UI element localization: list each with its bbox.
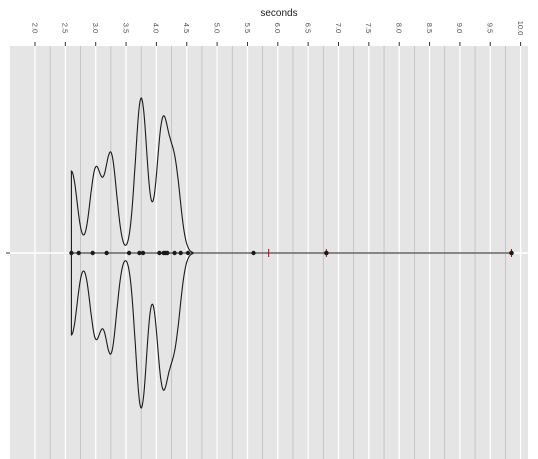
x-axis-ticks: 2.0 2.5 3.0 3.5 4.0 4.5 5.0 5.5 6.0 6.5 7.0 7.5 8.0 8… <box>30 21 525 46</box>
data-point <box>140 250 146 256</box>
outlier-point <box>324 250 329 256</box>
x-tick-label: 3.0 <box>91 23 100 33</box>
x-tick-label: 5.5 <box>243 23 252 33</box>
x-tick-label: 3.5 <box>121 23 130 33</box>
data-point <box>165 250 170 256</box>
x-tick-label: 7.0 <box>334 23 343 33</box>
data-point <box>157 250 162 256</box>
outlier-point <box>509 250 514 256</box>
data-points <box>69 250 256 256</box>
x-tick-label: 2.0 <box>30 23 39 33</box>
x-tick-label: 4.0 <box>152 23 161 33</box>
data-point <box>172 250 177 256</box>
data-point <box>90 250 95 256</box>
data-point <box>185 250 191 256</box>
data-point <box>104 250 109 256</box>
x-tick-label: 9.0 <box>455 23 464 33</box>
data-point <box>126 250 132 256</box>
x-tick-label: 9.5 <box>486 23 495 33</box>
data-point <box>76 250 81 256</box>
data-point <box>178 250 183 256</box>
x-tick-label: 8.0 <box>395 23 404 33</box>
x-tick-label: 8.5 <box>425 23 434 33</box>
data-point <box>251 250 256 256</box>
outlier-points <box>268 249 514 257</box>
data-point <box>137 250 142 256</box>
x-tick-label: 2.5 <box>61 23 70 33</box>
x-tick-label: 6.0 <box>273 23 282 33</box>
x-tick-label: 10.0 <box>516 21 525 36</box>
x-axis-title: seconds <box>260 8 297 19</box>
x-tick-label: 7.5 <box>364 23 373 33</box>
x-tick-label: 4.5 <box>182 23 191 33</box>
x-tick-label: 5.0 <box>212 23 221 33</box>
data-point <box>69 250 74 256</box>
x-tick-label: 6.5 <box>303 23 312 33</box>
